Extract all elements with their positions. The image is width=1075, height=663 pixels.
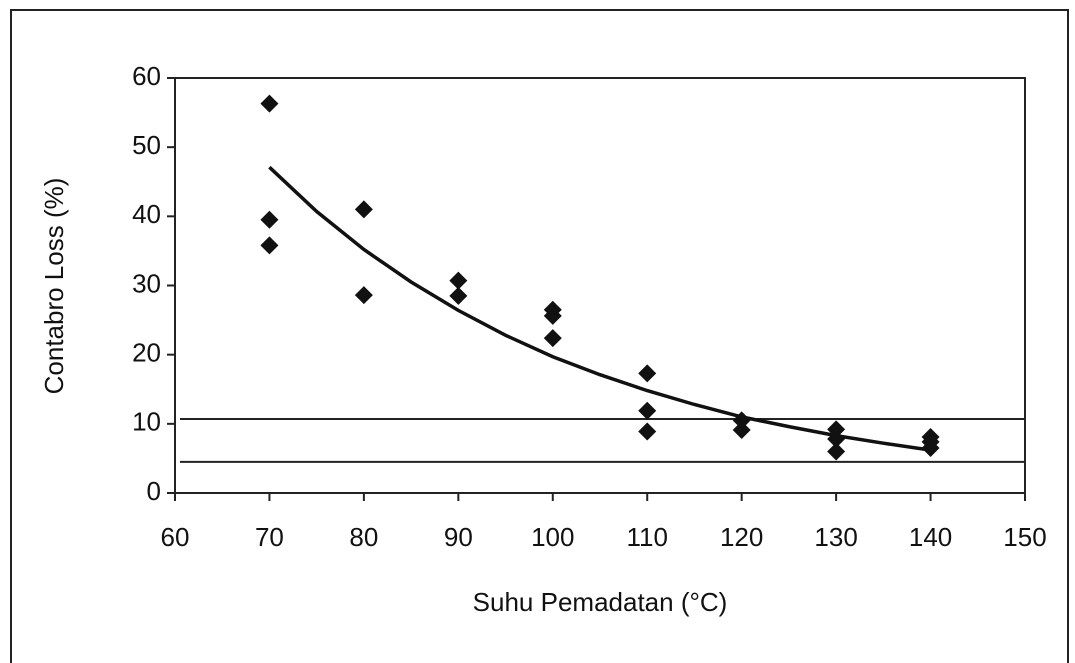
data-point bbox=[638, 422, 657, 441]
data-point bbox=[827, 420, 846, 439]
x-tick-label: 90 bbox=[444, 522, 473, 552]
data-point bbox=[449, 271, 468, 290]
data-point bbox=[260, 94, 279, 113]
plot-frame bbox=[174, 77, 1026, 494]
data-point bbox=[260, 210, 279, 229]
data-point bbox=[827, 442, 846, 461]
data-point bbox=[638, 401, 657, 420]
y-tick-label: 0 bbox=[147, 476, 161, 506]
x-tick-label: 150 bbox=[1003, 522, 1046, 552]
y-tick-label: 20 bbox=[132, 338, 161, 368]
data-point bbox=[921, 439, 940, 458]
data-point bbox=[354, 286, 373, 305]
x-tick-label: 100 bbox=[531, 522, 574, 552]
x-tick-label: 70 bbox=[255, 522, 284, 552]
x-tick-label: 120 bbox=[720, 522, 763, 552]
x-tick-label: 140 bbox=[909, 522, 952, 552]
trendline bbox=[268, 165, 931, 452]
x-axis-label: Suhu Pemadatan (°C) bbox=[473, 587, 728, 617]
data-point bbox=[260, 236, 279, 255]
data-point bbox=[732, 411, 751, 430]
y-axis-label: Contabro Loss (%) bbox=[39, 178, 69, 395]
y-tick-label: 50 bbox=[132, 130, 161, 160]
data-point bbox=[827, 430, 846, 449]
data-point bbox=[354, 200, 373, 219]
data-point bbox=[543, 329, 562, 348]
x-tick-label: 110 bbox=[626, 522, 667, 552]
x-tick-label: 130 bbox=[814, 522, 857, 552]
data-point bbox=[732, 421, 751, 440]
y-tick-label: 40 bbox=[132, 199, 161, 229]
y-tick-label: 10 bbox=[132, 407, 161, 437]
x-tick-label: 60 bbox=[161, 522, 190, 552]
x-tick-label: 80 bbox=[349, 522, 378, 552]
y-tick-label: 30 bbox=[132, 268, 161, 298]
data-point bbox=[449, 286, 468, 305]
data-point bbox=[638, 364, 657, 383]
y-tick-label: 60 bbox=[132, 61, 161, 91]
data-point bbox=[543, 306, 562, 325]
outer-frame bbox=[10, 9, 1069, 663]
